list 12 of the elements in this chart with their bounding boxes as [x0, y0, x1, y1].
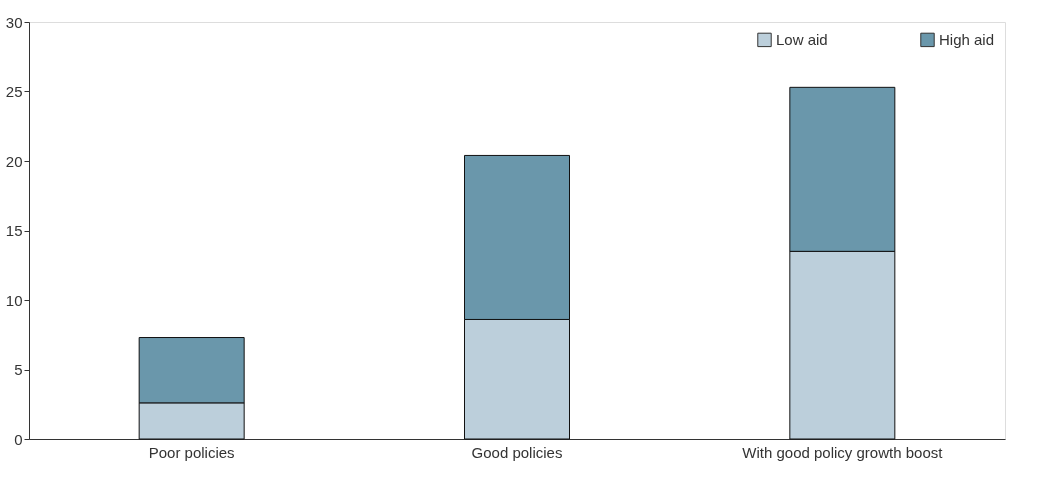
legend-label: Low aid [776, 30, 828, 48]
y-tick-label: 5 [14, 361, 23, 378]
y-tick-label: 20 [5, 152, 23, 170]
y-tick-label: 30 [5, 13, 23, 31]
y-tick-label: 25 [5, 83, 23, 100]
x-tick-label: With good policy growth boost [742, 443, 944, 461]
legend-label: High aid [939, 30, 995, 48]
y-tick-label: 10 [5, 291, 23, 309]
x-tick-label: Good policies [471, 443, 563, 461]
y-tick-label: 15 [5, 222, 23, 239]
y-tick-label: 0 [14, 430, 23, 448]
x-tick-label: Poor policies [148, 443, 235, 461]
